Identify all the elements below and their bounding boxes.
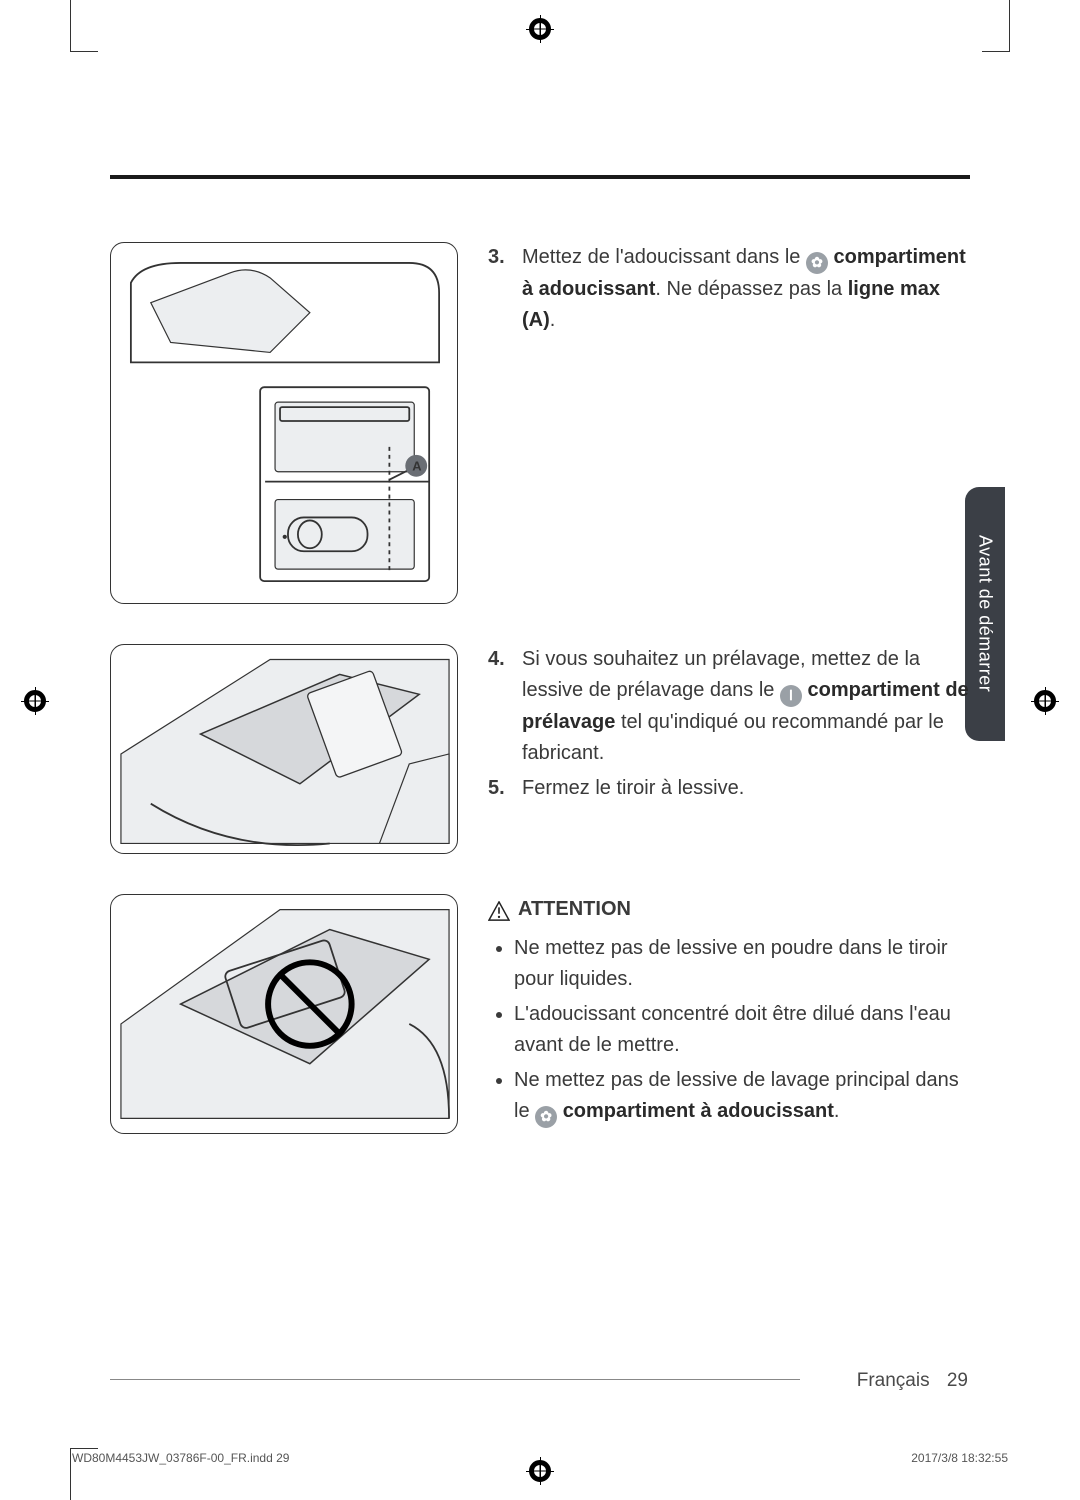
attention-heading: ATTENTION xyxy=(488,894,970,925)
registration-mark-icon xyxy=(24,690,46,712)
softener-icon: ✿ xyxy=(535,1106,557,1128)
registration-mark-icon xyxy=(1034,690,1056,712)
step-text: 4. Si vous souhaitez un prélavage, mette… xyxy=(488,644,970,854)
section-tab-label: Avant de démarrer xyxy=(975,535,996,692)
section-tab: Avant de démarrer xyxy=(965,487,1005,741)
imprint-file: WD80M4453JW_03786F-00_FR.indd 29 xyxy=(72,1451,289,1465)
list-item: L'adoucissant concentré doit être dilué … xyxy=(514,999,970,1061)
crop-mark xyxy=(70,0,98,52)
step-number: 3. xyxy=(488,242,512,336)
step-body: Si vous souhaitez un prélavage, mettez d… xyxy=(522,644,970,769)
header-rule xyxy=(110,175,970,179)
attention-list: Ne mettez pas de lessive en poudre dans … xyxy=(488,933,970,1128)
page-content: A 𖧹 3. Mettez de l'adoucissant dans le ✿… xyxy=(110,242,970,1174)
step-text: 3. Mettez de l'adoucissant dans le ✿ com… xyxy=(488,242,970,604)
figure-do-not-powder xyxy=(110,894,458,1134)
prewash-icon: Ⅰ xyxy=(780,685,802,707)
svg-text:𖧹: 𖧹 xyxy=(282,529,288,544)
imprint-timestamp: 2017/3/8 18:32:55 xyxy=(911,1451,1008,1465)
attention-block: ATTENTION Ne mettez pas de lessive en po… xyxy=(488,894,970,1134)
page-number: 29 xyxy=(947,1370,968,1391)
figure-softener-max-line: A 𖧹 xyxy=(110,242,458,604)
crop-mark xyxy=(982,0,1010,52)
step-row: 4. Si vous souhaitez un prélavage, mette… xyxy=(110,644,970,854)
step-body: Fermez le tiroir à lessive. xyxy=(522,773,744,804)
step-row: A 𖧹 3. Mettez de l'adoucissant dans le ✿… xyxy=(110,242,970,604)
language-label: Français xyxy=(857,1370,930,1391)
attention-row: ATTENTION Ne mettez pas de lessive en po… xyxy=(110,894,970,1134)
svg-text:A: A xyxy=(412,459,421,474)
step-number: 5. xyxy=(488,773,512,804)
list-item: Ne mettez pas de lessive en poudre dans … xyxy=(514,933,970,995)
imprint-line: WD80M4453JW_03786F-00_FR.indd 29 2017/3/… xyxy=(72,1451,1008,1465)
step-number: 4. xyxy=(488,644,512,769)
page-footer: Français 29 xyxy=(857,1370,968,1392)
list-item: Ne mettez pas de lessive de lavage princ… xyxy=(514,1065,970,1128)
registration-mark-icon xyxy=(529,18,551,40)
step-body: Mettez de l'adoucissant dans le ✿ compar… xyxy=(522,242,970,336)
figure-prewash-compartment xyxy=(110,644,458,854)
warning-triangle-icon xyxy=(488,900,510,920)
softener-icon: ✿ xyxy=(806,252,828,274)
footer-rule xyxy=(110,1379,800,1380)
